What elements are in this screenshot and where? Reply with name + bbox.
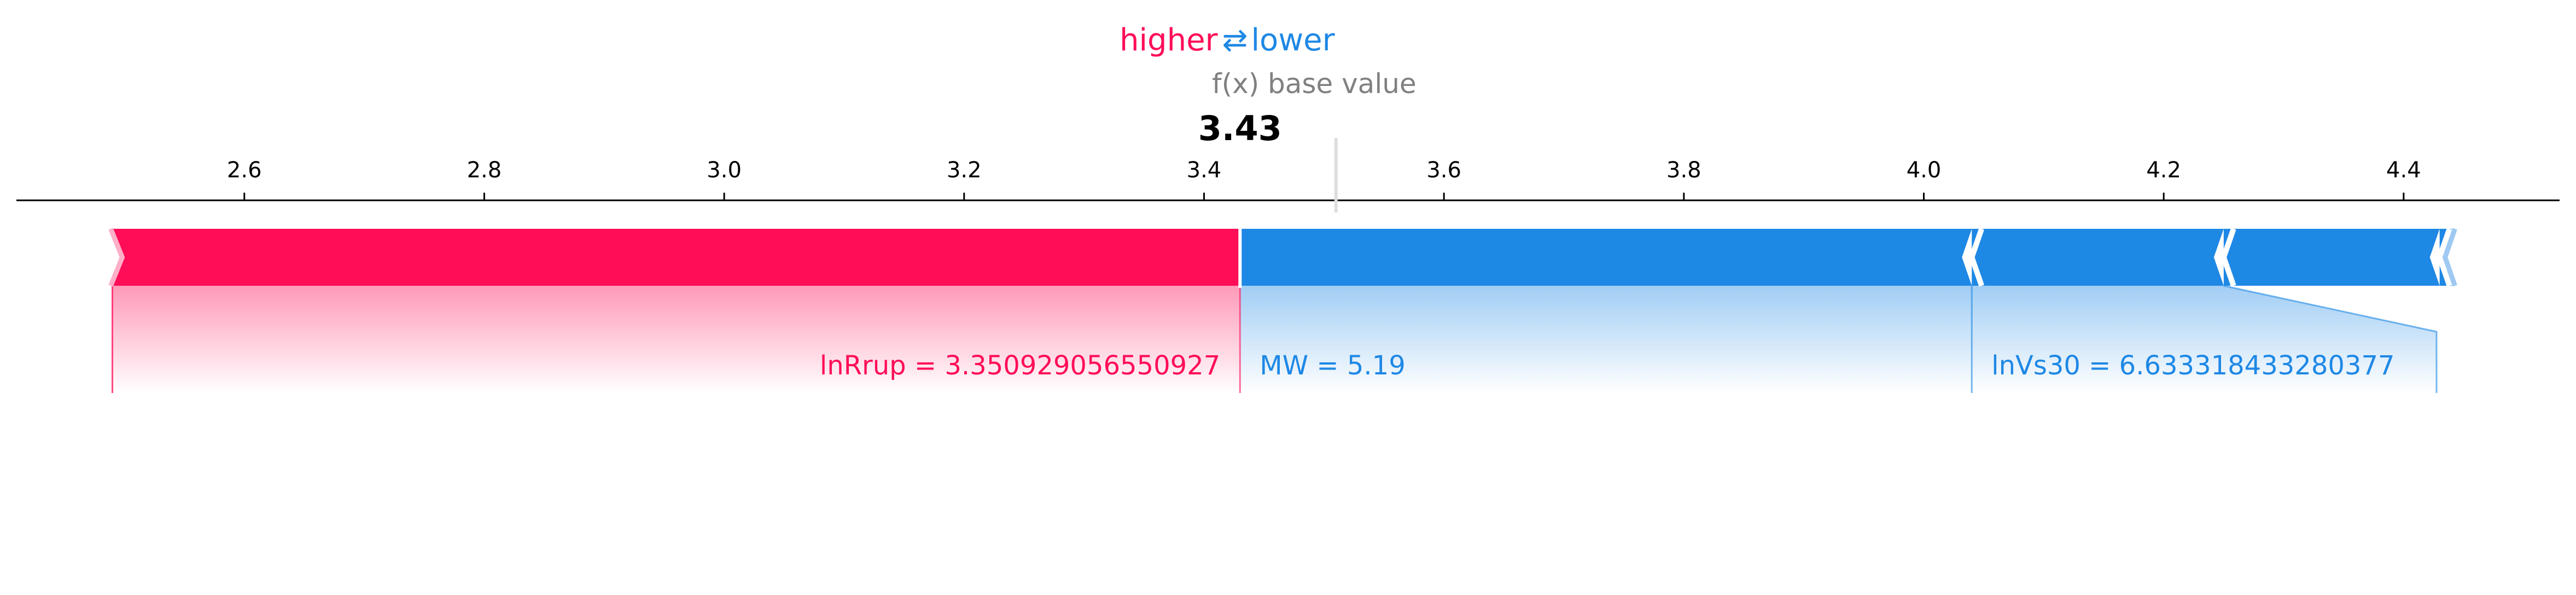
legend-arrows-icon: ⇄ — [1222, 22, 1248, 58]
x-axis-ticks: 2.6 2.8 3.0 3.2 3.4 3.6 3.8 4.0 4.2 4.4 — [227, 158, 2421, 200]
negative-end-chevron — [2442, 228, 2457, 287]
negative-feature-label: lnVs30 = 6.633318433280377 — [1991, 350, 2394, 381]
x-tick-label: 3.0 — [707, 158, 742, 183]
x-tick-label: 4.0 — [1907, 158, 1942, 183]
fx-title: f(x) — [1212, 68, 1259, 100]
x-tick-label: 3.6 — [1426, 158, 1461, 183]
negative-segment-divider — [2437, 228, 2452, 287]
negative-bracket-line — [2223, 285, 2438, 393]
positive-label-shade — [112, 286, 1240, 393]
feature-labels: lnRrup = 3.350929056550927 MW = 5.19 lnVs3… — [820, 350, 2395, 381]
negative-bar — [2223, 229, 2440, 286]
base-value-title: base value — [1268, 68, 1417, 100]
x-tick-label: 4.4 — [2386, 158, 2421, 183]
x-tick-label: 3.4 — [1187, 158, 1222, 183]
positive-bar — [112, 229, 1240, 286]
x-tick-label: 3.8 — [1666, 158, 1701, 183]
positive-chevron — [108, 228, 125, 287]
x-tick-label: 3.2 — [947, 158, 982, 183]
x-tick-label: 4.2 — [2146, 158, 2181, 183]
negative-label-shade — [1240, 286, 1972, 393]
positive-feature-label: lnRrup = 3.350929056550927 — [820, 350, 1220, 381]
negative-segment-divider — [1968, 228, 1984, 287]
negative-bar — [1240, 229, 1972, 286]
negative-segment-divider — [2221, 228, 2236, 287]
legend: higher ⇄ lower — [1120, 22, 1336, 58]
output-value-label: 3.43 — [1198, 108, 1282, 148]
negative-bar — [1972, 229, 2224, 286]
x-tick-label: 2.8 — [467, 158, 502, 183]
label-shades — [111, 285, 2438, 393]
legend-lower: lower — [1251, 22, 1336, 58]
negative-label-shade — [1972, 286, 2437, 393]
negative-feature-label: MW = 5.19 — [1260, 350, 1405, 381]
legend-higher: higher — [1120, 22, 1219, 58]
force-bars — [108, 227, 2457, 288]
x-tick-label: 2.6 — [227, 158, 262, 183]
